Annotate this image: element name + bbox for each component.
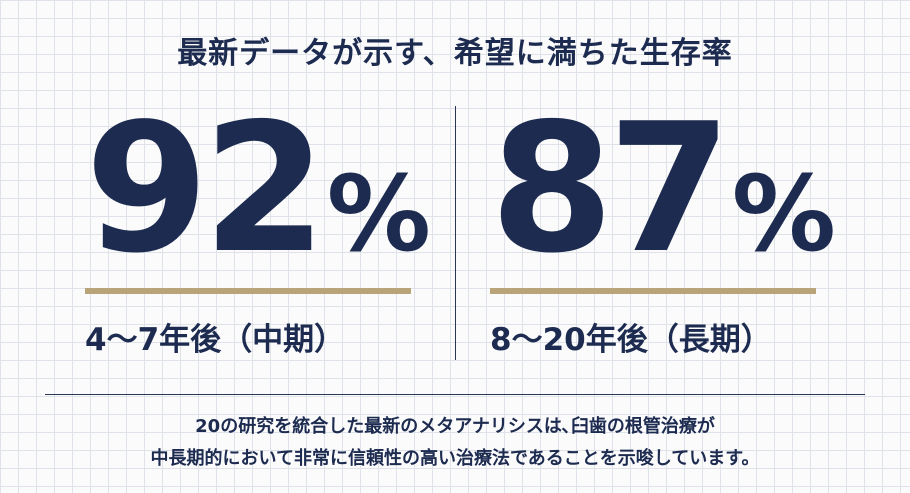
stat-label: 8〜20年後（長期）	[490, 322, 772, 358]
stat-label: 4〜7年後（中期）	[85, 322, 346, 358]
stat-value: 92	[85, 85, 327, 292]
stat-number: 92%	[85, 100, 431, 278]
stat-value: 87	[490, 85, 732, 292]
accent-bar	[490, 288, 816, 294]
divider	[455, 106, 456, 360]
stat-number: 87%	[490, 100, 836, 278]
divider	[45, 394, 865, 395]
title: 最新データが示す、希望に満ちた生存率	[177, 36, 733, 71]
footnote-line: 中長期的において非常に信頼性の高い治療法であることを示唆しています。	[150, 448, 760, 469]
accent-bar	[85, 288, 411, 294]
stat-unit: %	[326, 153, 431, 275]
footnote-line: 20の研究を統合した最新のメタアナリシスは､臼歯の根管治療が	[195, 416, 715, 437]
stat-unit: %	[731, 153, 836, 275]
